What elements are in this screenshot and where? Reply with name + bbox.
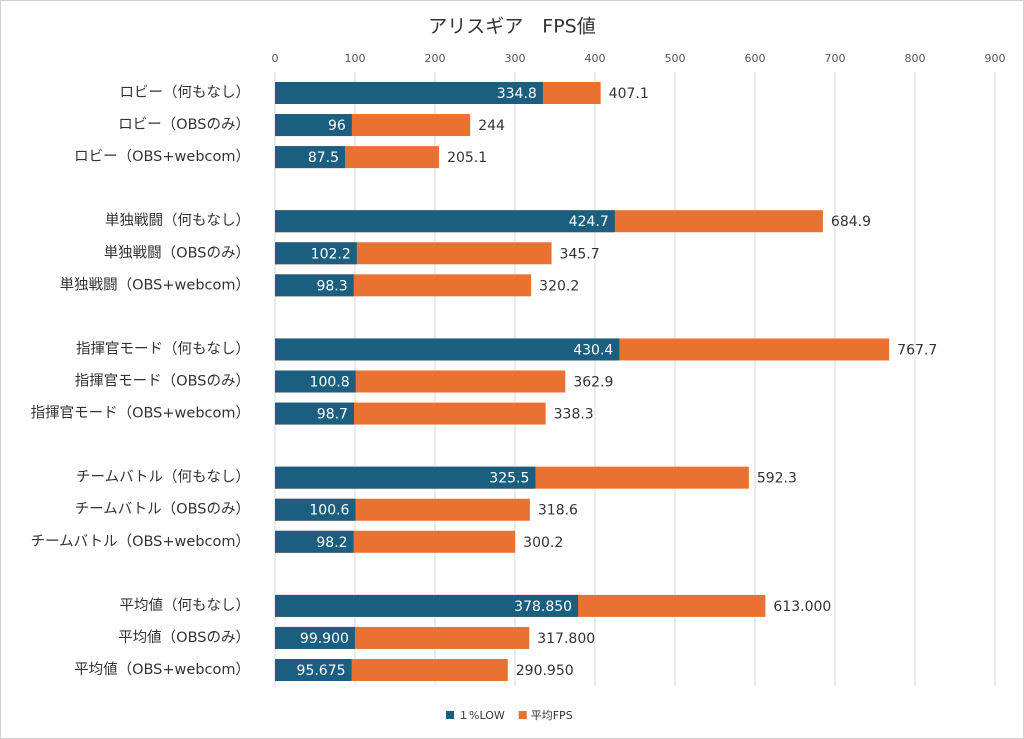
bar [275,466,536,489]
x-tick-label: 0 [272,52,279,65]
value-label: 338.3 [554,407,594,423]
value-label: 325.5 [489,471,529,487]
bar [275,146,345,169]
x-tick-label: 900 [985,52,1006,65]
value-label: 98.2 [316,535,347,551]
value-label: 430.4 [573,342,613,358]
value-label: 98.7 [317,407,348,423]
value-label: 244 [478,118,505,134]
value-label: 318.6 [538,503,578,519]
y-tick-label: 平均値（何もなし） [120,597,251,614]
x-tick-label: 500 [665,52,686,65]
bar [275,338,620,361]
x-tick-label: 100 [345,52,366,65]
value-label: 334.8 [497,86,537,102]
value-label: 100.6 [309,503,349,519]
bar [275,594,579,617]
y-tick-label: チームバトル（OBS+webcom） [31,533,250,550]
value-label: 317.800 [537,631,595,647]
y-tick-label: 単独戦闘（OBSのみ） [104,244,250,261]
chart-title: アリスギア FPS値 [428,16,595,38]
value-label: 290.950 [516,663,574,679]
value-label: 205.1 [447,150,487,166]
value-label: 300.2 [523,535,563,551]
value-label: 613.000 [773,599,831,615]
value-label: 96 [328,118,346,134]
value-label: 100.8 [310,375,350,391]
legend-label: 平均FPS [531,709,573,722]
x-tick-label: 200 [425,52,446,65]
value-label: 99.900 [300,631,349,647]
y-tick-label: ロビー（OBS+webcom） [74,148,250,165]
y-tick-label: ロビー（何もなし） [120,84,251,101]
bar [275,82,543,104]
y-tick-label: 単独戦闘（OBS+webcom） [60,276,250,293]
bar [275,530,354,553]
y-tick-label: チームバトル（何もなし） [76,469,250,486]
value-label: 407.1 [609,86,649,102]
y-tick-label: 指揮官モード（OBSのみ） [75,373,250,390]
value-label: 95.675 [297,663,346,679]
y-tick-label: 平均値（OBS+webcom） [74,661,250,678]
bar [275,114,352,137]
y-tick-label: チームバトル（OBSのみ） [75,501,250,518]
value-label: 87.5 [308,150,339,166]
value-label: 98.3 [316,278,347,294]
value-label: 684.9 [831,214,871,230]
value-label: 345.7 [560,246,600,262]
bar [275,242,357,265]
y-tick-label: 平均値（OBSのみ） [118,629,250,646]
value-label: 378.850 [514,599,572,615]
value-label: 592.3 [757,471,797,487]
value-label: 320.2 [539,278,579,294]
value-label: 767.7 [897,342,937,358]
bar [275,659,352,681]
legend-swatch [518,711,527,719]
bar [275,210,615,233]
x-tick-label: 400 [585,52,606,65]
y-tick-label: 単独戦闘（何もなし） [105,212,250,229]
value-label: 424.7 [569,214,609,230]
x-tick-label: 800 [905,52,926,65]
legend-swatch [446,711,454,719]
bar [275,274,354,297]
x-tick-label: 700 [825,52,846,65]
x-tick-label: 600 [745,52,766,65]
legend-label: １%LOW [458,709,505,722]
bar [275,370,356,393]
y-tick-label: ロビー（OBSのみ） [118,116,250,133]
y-tick-label: 指揮官モード（OBS+webcom） [31,405,250,422]
bar [275,498,356,521]
value-label: 102.2 [311,246,351,262]
x-tick-label: 300 [505,52,526,65]
y-tick-label: 指揮官モード（何もなし） [76,340,250,357]
bar [275,402,354,425]
bar [275,626,355,649]
value-label: 362.9 [573,375,613,391]
